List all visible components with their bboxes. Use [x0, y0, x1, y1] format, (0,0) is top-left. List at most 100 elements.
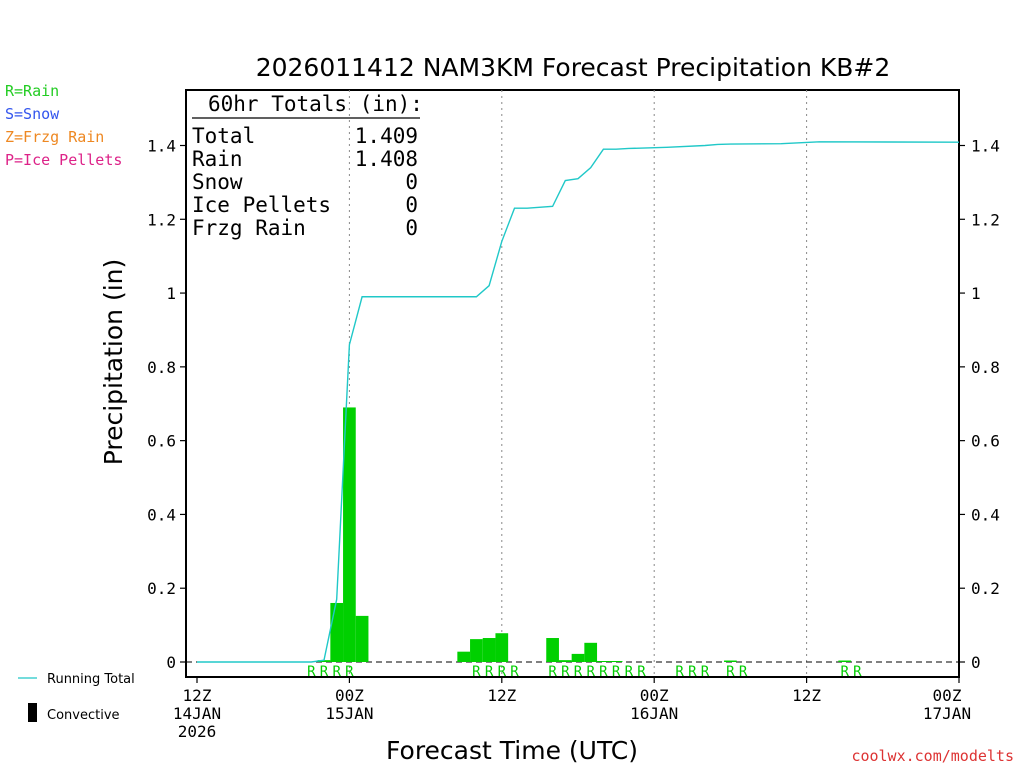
- precip-type-key-item: S=Snow: [5, 105, 60, 123]
- rain-bar: [495, 633, 509, 662]
- totals-row-value: 0: [405, 170, 418, 194]
- legend-running-total-label: Running Total: [47, 672, 135, 687]
- totals-row-label: Total: [192, 124, 255, 148]
- totals-row-label: Ice Pellets: [192, 193, 331, 217]
- precip-type-marker: R: [510, 664, 519, 680]
- y-tick-label-right: 1.2: [971, 210, 1000, 229]
- rain-bar: [546, 638, 559, 662]
- rain-bar: [558, 660, 572, 662]
- x-tick-label: 16JAN: [630, 704, 678, 723]
- rain-bar: [317, 660, 331, 662]
- precip-type-marker: R: [307, 664, 316, 680]
- legend: Running Total Convective: [18, 672, 135, 723]
- rain-bar: [470, 639, 483, 662]
- precip-type-marker: R: [853, 664, 862, 680]
- rain-bar: [584, 642, 598, 662]
- legend-convective-swatch: [28, 703, 37, 722]
- rain-bar: [609, 661, 623, 662]
- y-tick-label-right: 0.4: [971, 505, 1000, 524]
- y-tick-label-left: 0: [166, 653, 176, 672]
- plot-frame: [185, 89, 960, 678]
- y-axis-title: Precipitation (in): [99, 259, 128, 466]
- chart-title: 2026011412 NAM3KM Forecast Precipitation…: [256, 53, 891, 82]
- precip-type-key-item: R=Rain: [5, 82, 59, 100]
- totals-row-label: Snow: [192, 170, 243, 194]
- y-tick-label-left: 1.4: [147, 137, 176, 156]
- rain-bar: [838, 660, 852, 662]
- precip-type-marker: R: [675, 664, 684, 680]
- rain-bar: [330, 602, 344, 662]
- x-tick-label: 12Z: [487, 686, 516, 705]
- precip-type-marker: R: [586, 664, 595, 680]
- rain-bar: [355, 615, 369, 662]
- y-tick-label-left: 0.6: [147, 432, 176, 451]
- totals-row-label: Frzg Rain: [192, 216, 306, 240]
- precip-type-marker: R: [625, 664, 634, 680]
- y-tick-label-left: 0.8: [147, 358, 176, 377]
- precip-type-marker: R: [332, 664, 341, 680]
- precip-type-marker: R: [345, 664, 354, 680]
- precip-type-marker: R: [498, 664, 507, 680]
- x-tick-label: 12Z: [792, 686, 821, 705]
- precip-type-marker: R: [548, 664, 557, 680]
- rain-bar: [571, 653, 585, 662]
- precip-type-marker: R: [561, 664, 570, 680]
- x-tick-label: 2026: [178, 722, 217, 741]
- totals-row-label: Rain: [192, 147, 243, 171]
- x-axis-title: Forecast Time (UTC): [386, 736, 638, 765]
- y-axis-left: 0 0.2 0.4 0.6 0.8 1 1.2 1.4: [147, 137, 186, 672]
- running-total-line: [197, 141, 960, 663]
- y-tick-label-right: 0.6: [971, 432, 1000, 451]
- precip-type-key: R=Rain S=Snow Z=Frzg Rain P=Ice Pellets: [5, 82, 122, 169]
- precip-type-key-item: Z=Frzg Rain: [5, 128, 104, 146]
- credit-text: coolwx.com/modelts: [851, 747, 1014, 765]
- x-tick-label: 00Z: [335, 686, 364, 705]
- vertical-grid: [348, 90, 808, 677]
- y-tick-label-left: 1.2: [147, 210, 176, 229]
- precip-type-marker: R: [472, 664, 481, 680]
- x-tick-label: 00Z: [640, 686, 669, 705]
- precip-type-key-item: P=Ice Pellets: [5, 151, 122, 169]
- precip-type-marker: R: [574, 664, 583, 680]
- x-tick-label: 17JAN: [923, 704, 971, 723]
- precip-type-marker: R: [612, 664, 621, 680]
- y-tick-label-right: 1.4: [971, 137, 1000, 156]
- precip-type-marker: R: [726, 664, 735, 680]
- hourly-rain-bars: [317, 407, 852, 662]
- precip-type-marker: R: [637, 664, 646, 680]
- x-tick-label: 12Z: [183, 686, 212, 705]
- totals-heading: 60hr Totals (in):: [208, 92, 423, 116]
- y-tick-label-right: 0.8: [971, 358, 1000, 377]
- y-axis-right: 0 0.2 0.4 0.6 0.8 1 1.2 1.4: [959, 137, 1000, 672]
- x-tick-label: 14JAN: [173, 704, 221, 723]
- rain-bar: [457, 651, 471, 662]
- rain-bar: [482, 638, 496, 662]
- y-tick-label-left: 0.2: [147, 579, 176, 598]
- x-tick-label: 00Z: [933, 686, 962, 705]
- precip-type-marker: R: [739, 664, 748, 680]
- legend-convective-label: Convective: [47, 708, 120, 723]
- precip-type-marker: R: [320, 664, 329, 680]
- precip-type-marker: R: [688, 664, 697, 680]
- rain-bar: [343, 407, 356, 662]
- totals-row-value: 1.408: [355, 147, 418, 171]
- y-tick-label-right: 0: [971, 653, 981, 672]
- rain-bar: [597, 661, 610, 662]
- y-tick-label-right: 0.2: [971, 579, 1000, 598]
- precip-type-marker: R: [599, 664, 608, 680]
- y-tick-label-left: 0.4: [147, 505, 176, 524]
- y-tick-label-left: 1: [166, 284, 176, 303]
- rain-bar: [724, 660, 737, 662]
- totals-box: 60hr Totals (in): Total 1.409 Rain 1.408 Sno…: [192, 92, 423, 240]
- x-tick-label: 15JAN: [325, 704, 373, 723]
- totals-row-value: 0: [405, 193, 418, 217]
- precip-type-marker: R: [701, 664, 710, 680]
- precip-type-marker: R: [485, 664, 494, 680]
- precip-type-marker: R: [840, 664, 849, 680]
- totals-row-value: 0: [405, 216, 418, 240]
- totals-row-value: 1.409: [355, 124, 418, 148]
- y-tick-label-right: 1: [971, 284, 981, 303]
